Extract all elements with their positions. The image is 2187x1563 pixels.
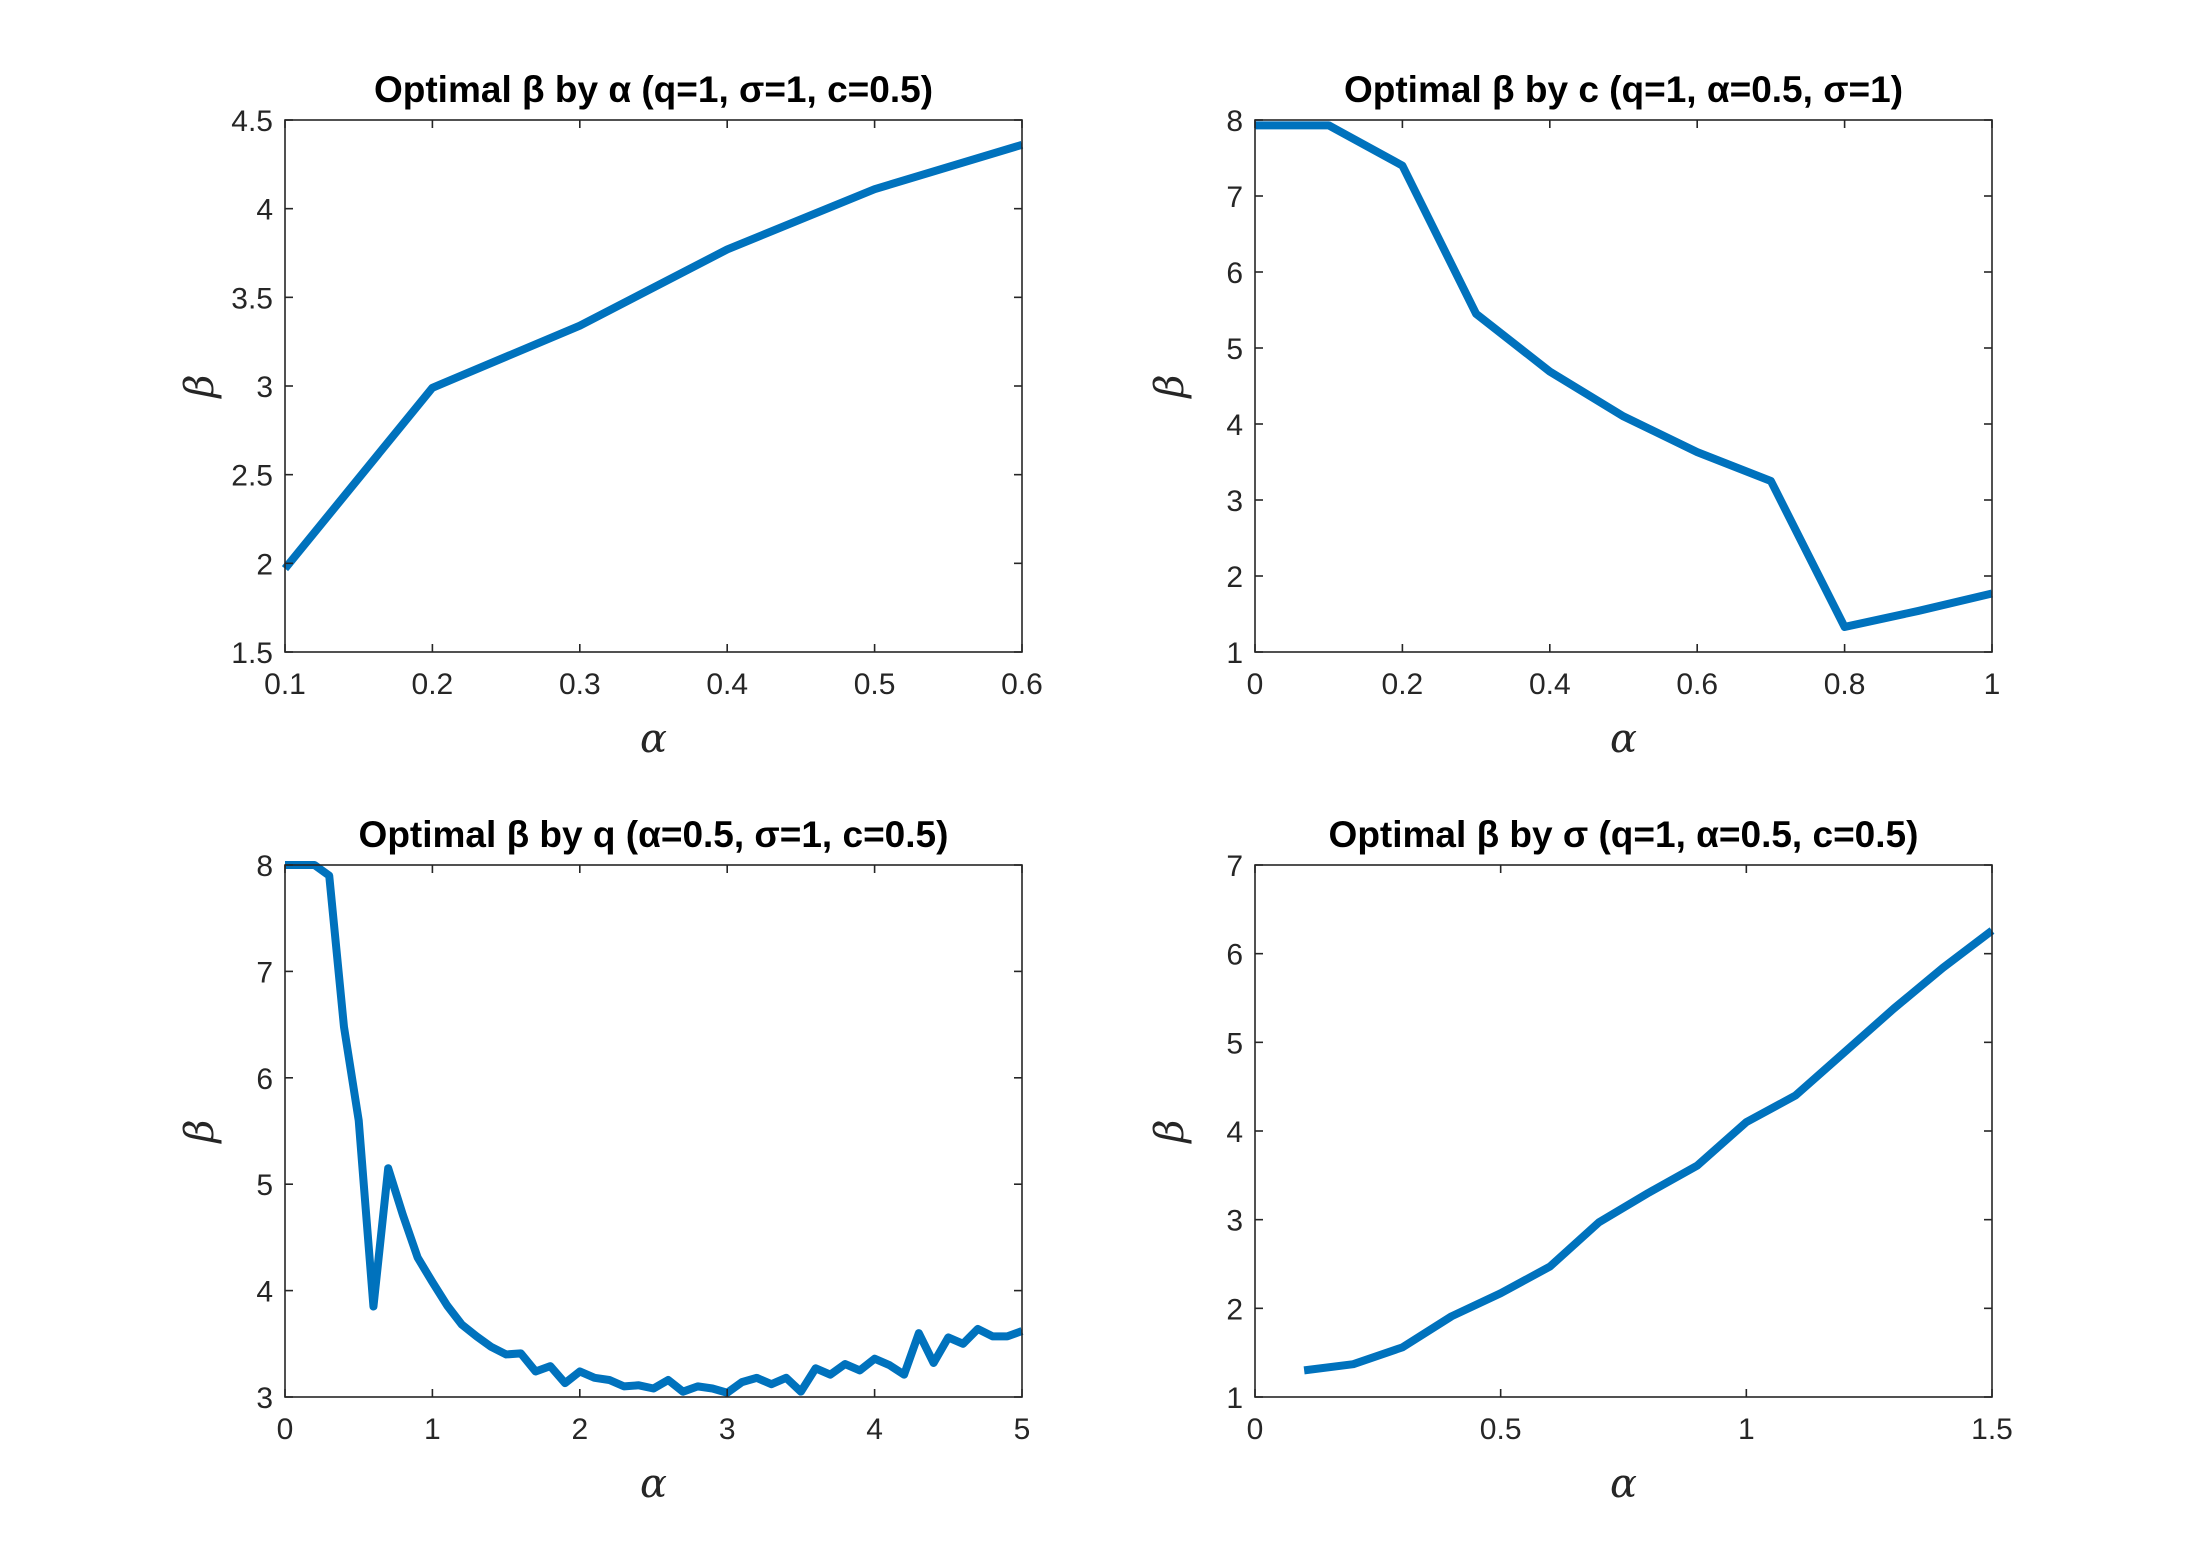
y-tick-label: 2.5	[231, 460, 273, 493]
y-tick-label: 8	[1226, 105, 1243, 138]
chart-title: Optimal β by σ (q=1, α=0.5, c=0.5)	[1329, 814, 1919, 855]
series-line	[281, 140, 1024, 572]
subplot-4: 0 0.5 1 1.5 1 2 3 4 5 6 7 Optimal β by σ (q=1, α=0.…	[1147, 814, 2013, 1507]
x-axis-label: α	[640, 1461, 667, 1507]
x-tick-label: 0.5	[1480, 1413, 1522, 1446]
y-tick-label: 5	[1226, 1027, 1243, 1060]
x-tick-label: 1	[1984, 668, 2001, 701]
y-tick-label: 7	[256, 956, 273, 989]
subplot-1: 0.1 0.2 0.3 0.4 0.5 0.6 1.5 2 2.5 3 3.5 4 4.5 Optimal…	[177, 69, 1043, 762]
chart-title: Optimal β by c (q=1, α=0.5, σ=1)	[1344, 69, 1903, 110]
x-tick-label: 0.6	[1676, 668, 1718, 701]
x-tick-label: 4	[866, 1413, 883, 1446]
x-axis-label: α	[1610, 716, 1637, 762]
subplot-2: 0 0.2 0.4 0.6 0.8 1 1 2 3 4 5 6 7 8 Optimal β by c (q=…	[1147, 69, 2000, 762]
y-tick-label: 3.5	[231, 282, 273, 315]
chart-title: Optimal β by α (q=1, σ=1, c=0.5)	[374, 69, 933, 110]
y-tick-label: 5	[256, 1169, 273, 1202]
y-tick-label: 3	[1226, 485, 1243, 518]
y-axis-label: β	[177, 374, 223, 399]
y-tick-label: 8	[256, 850, 273, 883]
subplot-3: 0 1 2 3 4 5 3 4 5 6 7 8 Optimal β by q (α=0.5, σ=1, …	[177, 814, 1030, 1507]
y-tick-label: 3	[256, 371, 273, 404]
series-line	[285, 861, 1024, 1397]
x-tick-label: 3	[719, 1413, 736, 1446]
x-tick-label: 1	[424, 1413, 441, 1446]
y-tick-label: 2	[1226, 1293, 1243, 1326]
y-axis-label: β	[1147, 374, 1193, 399]
x-tick-label: 5	[1014, 1413, 1031, 1446]
chart-title: Optimal β by q (α=0.5, σ=1, c=0.5)	[359, 814, 949, 855]
x-tick-label: 0.5	[854, 668, 896, 701]
x-tick-label: 0	[1247, 1413, 1264, 1446]
y-tick-label: 7	[1226, 850, 1243, 883]
y-tick-label: 4	[1226, 409, 1243, 442]
y-tick-label: 3	[1226, 1205, 1243, 1238]
x-tick-label: 0.4	[1529, 668, 1571, 701]
y-tick-label: 4	[256, 1276, 273, 1309]
y-tick-label: 2	[1226, 561, 1243, 594]
y-tick-label: 6	[1226, 939, 1243, 972]
y-tick-label: 1.5	[231, 637, 273, 670]
y-tick-label: 4.5	[231, 105, 273, 138]
x-tick-label: 0	[277, 1413, 294, 1446]
x-tick-label: 1.5	[1971, 1413, 2013, 1446]
x-axis-label: α	[640, 716, 667, 762]
y-tick-label: 1	[1226, 1382, 1243, 1415]
axes-box	[1254, 119, 1993, 653]
x-tick-label: 0.2	[412, 668, 454, 701]
x-tick-label: 0.2	[1382, 668, 1424, 701]
y-tick-label: 3	[256, 1382, 273, 1415]
axes-box	[284, 864, 1023, 1398]
y-axis-label: β	[177, 1119, 223, 1144]
x-tick-label: 0.4	[706, 668, 748, 701]
series-line	[1255, 121, 1993, 631]
x-tick-label: 0	[1247, 668, 1264, 701]
x-axis-label: α	[1610, 1461, 1637, 1507]
y-tick-label: 6	[1226, 257, 1243, 290]
y-tick-label: 4	[1226, 1116, 1243, 1149]
y-tick-label: 6	[256, 1063, 273, 1096]
x-tick-label: 2	[571, 1413, 588, 1446]
x-tick-label: 0.3	[559, 668, 601, 701]
y-axis-label: β	[1147, 1119, 1193, 1144]
x-tick-label: 0.8	[1824, 668, 1866, 701]
y-tick-label: 7	[1226, 181, 1243, 214]
y-tick-label: 1	[1226, 637, 1243, 670]
y-tick-label: 4	[256, 194, 273, 227]
series-line	[1303, 927, 1995, 1375]
y-tick-label: 2	[256, 548, 273, 581]
x-tick-label: 0.6	[1001, 668, 1043, 701]
x-tick-label: 0.1	[264, 668, 306, 701]
x-tick-label: 1	[1738, 1413, 1755, 1446]
y-tick-label: 5	[1226, 333, 1243, 366]
